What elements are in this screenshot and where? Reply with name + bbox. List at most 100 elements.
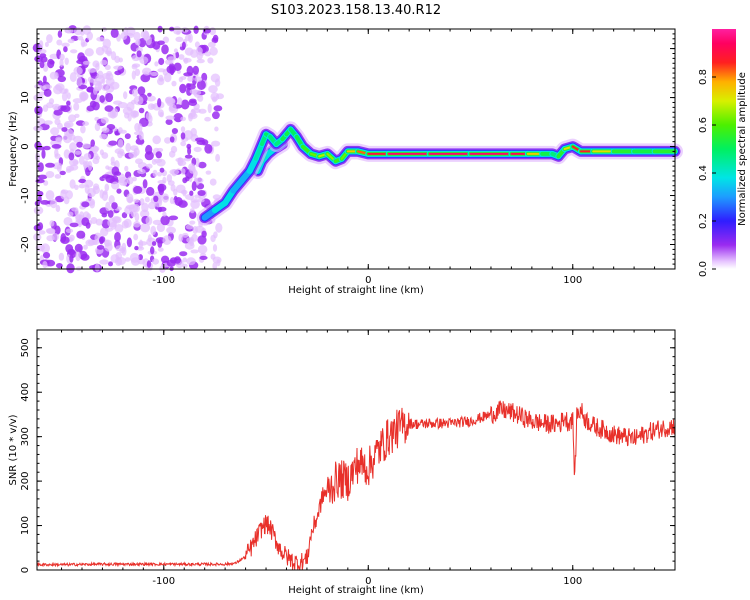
noise-blob	[157, 68, 166, 73]
noise-blob	[131, 110, 137, 119]
noise-blob	[138, 107, 145, 114]
noise-blob	[121, 220, 129, 229]
noise-blob	[137, 258, 146, 265]
noise-blob	[182, 57, 192, 63]
noise-blob	[61, 91, 68, 102]
noise-blob	[162, 176, 167, 184]
noise-blob	[100, 227, 109, 237]
noise-blob	[136, 50, 142, 58]
noise-blob	[187, 76, 194, 82]
noise-blob	[57, 30, 63, 38]
noise-blob	[184, 241, 195, 250]
noise-blob	[137, 241, 148, 246]
noise-blob	[54, 72, 59, 79]
snr-x-axis-label: Height of straight line (km)	[288, 585, 424, 596]
snr-x-ticks: -100 0 100	[61, 330, 676, 587]
noise-blob	[190, 49, 198, 58]
noise-blob	[94, 263, 100, 272]
noise-blob	[56, 39, 63, 46]
colorbar: 0.0 0.2 0.4 0.6 0.8 Normalized spectral ampl…	[698, 29, 748, 277]
noise-blob	[186, 237, 193, 243]
noise-blob	[157, 171, 162, 177]
noise-blob	[156, 158, 166, 167]
noise-blob	[105, 165, 110, 170]
noise-blob	[60, 236, 70, 244]
noise-blob	[73, 66, 83, 76]
noise-blob	[34, 105, 43, 115]
y-tick-label: 400	[20, 383, 31, 402]
noise-blob	[82, 160, 90, 169]
noise-blob	[37, 80, 43, 86]
noise-blob	[75, 251, 81, 262]
noise-blob	[215, 153, 221, 162]
noise-blob	[207, 41, 216, 48]
noise-blob	[106, 70, 112, 77]
noise-blob	[92, 80, 103, 86]
noise-blob	[215, 222, 223, 233]
noise-blob	[171, 80, 177, 87]
noise-blob	[197, 198, 205, 203]
noise-blob	[154, 61, 159, 67]
noise-blob	[180, 168, 186, 175]
noise-blob	[63, 196, 70, 205]
noise-blob	[84, 48, 94, 57]
noise-blob	[213, 105, 223, 112]
noise-blob	[64, 122, 71, 129]
noise-blob	[133, 95, 144, 106]
noise-blob	[137, 123, 143, 133]
noise-blob	[132, 203, 140, 213]
noise-blob	[55, 137, 62, 143]
noise-blob	[96, 245, 105, 250]
noise-blob	[78, 184, 86, 189]
noise-blob	[105, 201, 111, 212]
noise-blob	[104, 105, 114, 112]
noise-blob	[65, 228, 74, 234]
noise-blob	[158, 57, 165, 66]
noise-blob	[111, 181, 120, 190]
noise-blob	[168, 59, 174, 65]
noise-blob	[99, 236, 104, 245]
noise-blob	[210, 73, 221, 83]
noise-blob	[143, 31, 150, 41]
spectrogram-y-axis-label: Frequency (Hz)	[8, 111, 19, 187]
noise-blob	[180, 141, 187, 147]
noise-blob	[171, 128, 178, 134]
noise-blob	[145, 216, 153, 226]
figure-title: S103.2023.158.13.40.R12	[271, 3, 441, 18]
noise-blob	[190, 127, 197, 137]
noise-blob	[63, 149, 71, 159]
noise-blob	[138, 130, 144, 141]
noise-blob	[166, 174, 173, 183]
colorbar-tick-label: 0.0	[698, 261, 709, 277]
noise-blob	[129, 252, 140, 263]
noise-blob	[66, 263, 75, 274]
noise-blob	[45, 162, 55, 168]
noise-blob	[150, 246, 155, 255]
noise-blob	[40, 243, 50, 254]
noise-blob	[140, 73, 151, 83]
noise-blob	[186, 83, 196, 90]
noise-blob	[157, 239, 163, 249]
noise-blob	[108, 195, 115, 205]
noise-blob	[196, 58, 205, 64]
noise-blob	[189, 89, 198, 94]
noise-blob	[81, 143, 91, 149]
noise-blob	[82, 121, 89, 126]
noise-blob	[131, 210, 137, 218]
noise-blob	[41, 149, 46, 159]
noise-blob	[208, 85, 218, 94]
noise-blob	[87, 68, 97, 73]
y-tick-label: -20	[20, 236, 31, 252]
y-tick-label: 100	[20, 516, 31, 535]
x-tick-label: 100	[563, 576, 582, 587]
noise-blob	[87, 160, 93, 171]
noise-blob	[42, 261, 48, 269]
noise-blob	[156, 223, 165, 233]
noise-blob	[115, 245, 124, 252]
noise-blob	[104, 64, 111, 71]
noise-blob	[133, 31, 141, 41]
noise-blob	[124, 257, 131, 262]
noise-blob	[201, 230, 207, 238]
noise-blob	[63, 46, 68, 53]
y-tick-label: 300	[20, 427, 31, 446]
